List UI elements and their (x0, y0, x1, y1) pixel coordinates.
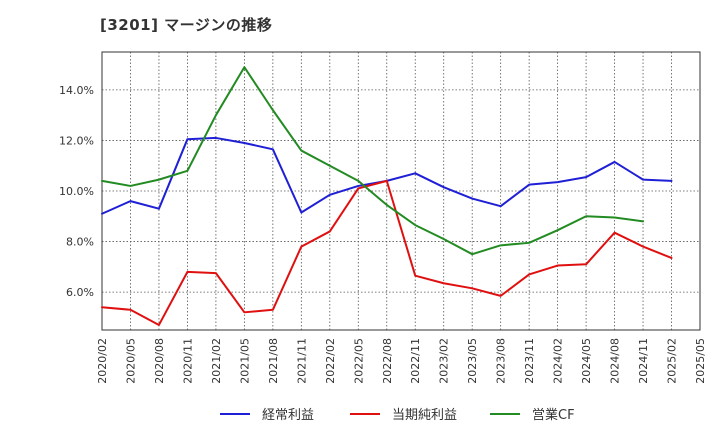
y-tick-label: 14.0% (59, 84, 94, 97)
x-tick-label: 2022/05 (352, 338, 365, 384)
x-axis: 2020/02 2020/05 2020/08 2020/11 2021/02 2021/… (96, 338, 707, 384)
legend-label: 当期純利益 (392, 408, 457, 423)
x-tick-label: 2022/02 (324, 338, 337, 384)
x-tick-label: 2021/05 (238, 338, 251, 384)
x-tick-label: 2020/11 (181, 338, 194, 384)
x-tick-label: 2023/02 (438, 338, 451, 384)
x-tick-label: 2020/08 (153, 338, 166, 384)
legend-label: 経常利益 (262, 408, 314, 423)
chart-title: [3201] マージンの推移 (100, 16, 273, 34)
x-tick-label: 2022/11 (409, 338, 422, 384)
legend-label: 営業CF (532, 407, 575, 423)
x-tick-label: 2024/11 (637, 338, 650, 384)
x-tick-label: 2020/05 (124, 338, 137, 384)
series-line-3 (101, 66, 645, 256)
x-tick-label: 2023/08 (495, 338, 508, 384)
y-tick-label: 12.0% (59, 134, 94, 147)
x-tick-label: 2023/05 (466, 338, 479, 384)
x-tick-label: 2025/05 (694, 338, 707, 384)
series (101, 66, 673, 326)
y-tick-label: 6.0% (66, 286, 94, 299)
y-axis: 6.0% 8.0% 10.0% 12.0% 14.0% (59, 84, 94, 299)
plot-area (101, 51, 701, 331)
x-tick-label: 2024/05 (580, 338, 593, 384)
x-tick-label: 2021/02 (210, 338, 223, 384)
x-tick-label: 2025/02 (666, 338, 679, 384)
y-tick-label: 8.0% (66, 236, 94, 249)
y-tick-label: 10.0% (59, 185, 94, 198)
x-tick-label: 2021/08 (267, 338, 280, 384)
x-tick-label: 2020/02 (96, 338, 109, 384)
legend: 経常利益 当期純利益 営業CF (220, 407, 575, 423)
x-tick-label: 2021/11 (295, 338, 308, 384)
series-line-2 (101, 179, 673, 326)
x-tick-label: 2024/08 (609, 338, 622, 384)
grid (102, 52, 700, 330)
x-tick-label: 2023/11 (523, 338, 536, 384)
x-tick-label: 2022/08 (381, 338, 394, 384)
x-tick-label: 2024/02 (552, 338, 565, 384)
